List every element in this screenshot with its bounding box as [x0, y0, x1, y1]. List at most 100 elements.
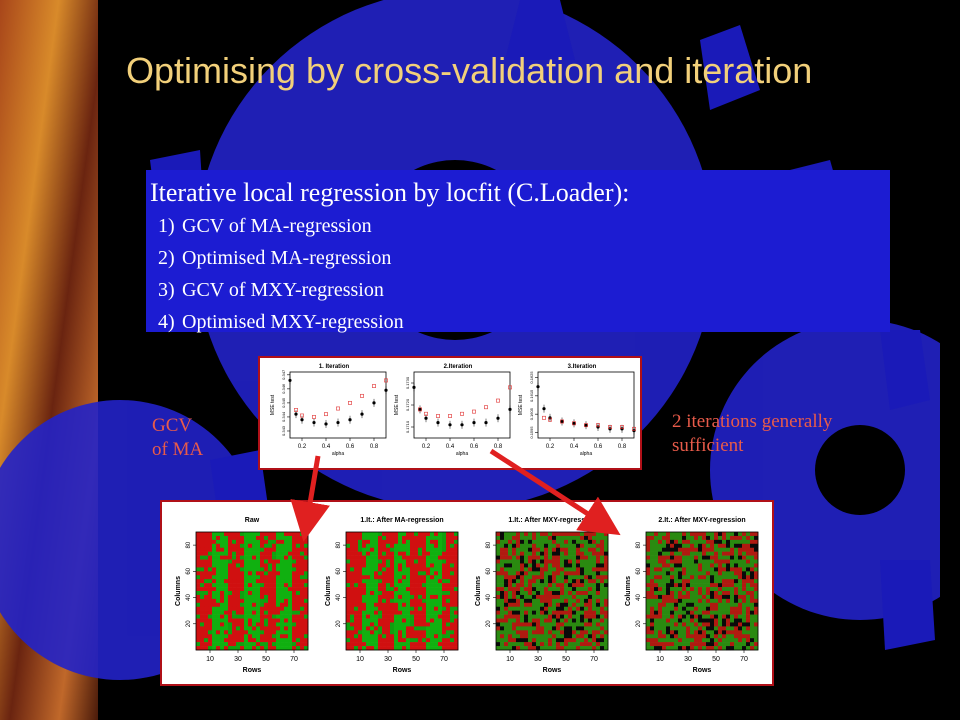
step-text: Optimised MA-regression	[182, 247, 392, 269]
x-axis-label: alpha	[456, 451, 468, 457]
x-tick-label: 30	[534, 656, 542, 663]
step-item: 1) GCV of MA-regression	[158, 210, 404, 242]
data-point	[596, 423, 600, 428]
iterations-note-line: 2 iterations generally	[672, 411, 833, 432]
data-point	[336, 420, 340, 425]
data-point	[300, 413, 304, 418]
x-tick-label: 70	[440, 656, 448, 663]
data-point	[448, 423, 452, 427]
data-point	[472, 421, 476, 425]
data-point	[572, 421, 576, 426]
data-point	[424, 416, 428, 420]
x-tick-label: 10	[206, 656, 214, 663]
heatmap-frame	[645, 531, 759, 651]
plot-title: 1. Iteration	[319, 364, 350, 370]
y-tick-label: 80	[336, 541, 342, 548]
data-point	[472, 409, 476, 414]
step-number: 1)	[158, 215, 175, 237]
data-point	[384, 378, 388, 383]
x-tick-label: 0.2	[298, 444, 307, 450]
data-point	[424, 411, 428, 416]
method-heading: Iterative local regression by locfit (C.…	[150, 178, 630, 207]
data-point	[436, 421, 440, 425]
data-point	[384, 388, 388, 392]
step-number: 2)	[158, 247, 175, 269]
heatmap-title: 2.It.: After MXY-regression	[658, 517, 745, 524]
iterations-note-line: sufficient	[672, 435, 744, 456]
step-text: GCV of MA-regression	[182, 215, 372, 237]
iterations-note: 2 iterations generally sufficient	[672, 410, 832, 458]
x-tick-label: 50	[712, 656, 720, 663]
step-text: Optimised MXY-regression	[182, 311, 404, 333]
data-point	[324, 422, 328, 426]
x-tick-label: 0.8	[618, 444, 627, 450]
x-tick-label: 70	[740, 656, 748, 663]
heatmap-title: Raw	[245, 517, 260, 524]
gcv-plots-panel: 1. Iteration 0.2 0.4 0.6 0.8 0.343 0.344 0.345 0…	[258, 356, 642, 470]
y-tick-label: 80	[636, 541, 642, 548]
x-tick-label: 0.2	[546, 444, 555, 450]
data-point	[560, 419, 564, 424]
x-tick-label: 50	[562, 656, 570, 663]
x-tick-label: 0.8	[494, 444, 503, 450]
y-axis-label: Columns	[175, 576, 182, 606]
y-tick-label: 0.1730	[405, 376, 410, 389]
data-point	[312, 415, 316, 419]
heatmap-cells	[646, 532, 759, 651]
heatmaps: Raw 10 30 50 70 20 40 60 80 Rows Columns 1.It.: Aft…	[175, 517, 759, 674]
y-tick-label: 20	[336, 620, 342, 627]
x-tick-label: 0.4	[570, 444, 579, 450]
y-tick-label: 0.1625	[529, 371, 534, 384]
data-point	[508, 407, 512, 411]
data-point	[632, 426, 636, 431]
slide-title: Optimising by cross-validation and itera…	[126, 50, 813, 91]
y-tick-label: 0.1605	[529, 407, 534, 420]
step-number: 3)	[158, 279, 175, 301]
y-axis-label: MSE test	[394, 394, 400, 415]
x-tick-label: 30	[684, 656, 692, 663]
y-tick-label: 60	[636, 567, 642, 574]
plot-frame	[289, 371, 387, 439]
x-tick-label: 0.6	[470, 444, 479, 450]
x-tick-label: 10	[656, 656, 664, 663]
data-point	[294, 408, 298, 412]
step-item: 3) GCV of MXY-regression	[158, 274, 404, 306]
x-tick-label: 10	[356, 656, 364, 663]
x-tick-label: 0.4	[446, 444, 455, 450]
y-tick-label: 0.1720	[405, 398, 410, 411]
data-point	[620, 425, 624, 429]
y-tick-label: 40	[186, 594, 192, 601]
data-point	[584, 423, 588, 427]
y-tick-label: 0.1595	[529, 426, 534, 439]
arrow-to-mxy-heatmap	[489, 448, 621, 536]
arrow-to-ma-heatmap	[290, 455, 330, 542]
y-tick-label: 0.343	[281, 425, 286, 436]
data-point	[542, 415, 546, 420]
y-tick-label: 60	[336, 567, 342, 574]
heatmap-title: 1.It.: After MXY-regression	[508, 517, 595, 524]
heatmap-frame	[495, 531, 609, 651]
x-tick-label: 10	[506, 656, 514, 663]
data-point	[496, 398, 500, 403]
data-point	[548, 417, 552, 422]
x-axis-label: Rows	[243, 667, 262, 674]
data-point	[460, 411, 464, 416]
data-point	[560, 419, 564, 424]
x-axis-label: Rows	[543, 667, 562, 674]
y-tick-label: 40	[336, 594, 342, 601]
x-axis-label: alpha	[332, 451, 344, 457]
steps-list: 1) GCV of MA-regression 2) Optimised MA-re…	[158, 210, 404, 338]
step-number: 4)	[158, 311, 175, 333]
step-item: 4) Optimised MXY-regression	[158, 306, 404, 338]
heatmap-title: 1.It.: After MA-regression	[360, 517, 443, 524]
x-tick-label: 0.2	[422, 444, 431, 450]
heatmap-cells	[346, 532, 459, 651]
y-axis-label: MSE test	[270, 394, 276, 415]
data-point	[294, 412, 298, 416]
gcv-note-line: GCV	[152, 415, 193, 436]
x-tick-label: 0.6	[346, 444, 355, 450]
data-point	[496, 416, 500, 420]
y-tick-label: 20	[636, 620, 642, 627]
plot-frame	[537, 371, 635, 439]
